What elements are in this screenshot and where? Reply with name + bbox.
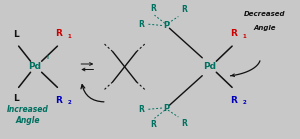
Text: P: P xyxy=(164,21,169,30)
Text: L: L xyxy=(13,94,19,103)
Text: R: R xyxy=(181,119,187,128)
Text: Pd: Pd xyxy=(203,62,216,71)
Text: 1: 1 xyxy=(68,34,72,39)
Text: Pd: Pd xyxy=(28,62,41,71)
Text: R: R xyxy=(150,120,156,129)
Text: R: R xyxy=(181,5,187,14)
Text: Decreased: Decreased xyxy=(244,11,286,17)
Text: R: R xyxy=(138,20,144,29)
Text: R: R xyxy=(56,29,62,38)
Text: L: L xyxy=(13,30,19,39)
Text: R: R xyxy=(56,96,62,105)
Text: 1: 1 xyxy=(243,34,246,39)
Text: Increased
Angle: Increased Angle xyxy=(7,105,49,125)
Text: R: R xyxy=(150,4,156,13)
Text: R: R xyxy=(230,29,237,38)
Text: Angle: Angle xyxy=(254,25,276,31)
Text: R: R xyxy=(230,96,237,105)
Text: 2: 2 xyxy=(243,100,246,105)
Text: R: R xyxy=(138,105,144,114)
FancyArrowPatch shape xyxy=(81,85,104,102)
Text: P: P xyxy=(164,104,169,113)
Text: II: II xyxy=(46,55,50,60)
Text: 2: 2 xyxy=(68,100,72,105)
